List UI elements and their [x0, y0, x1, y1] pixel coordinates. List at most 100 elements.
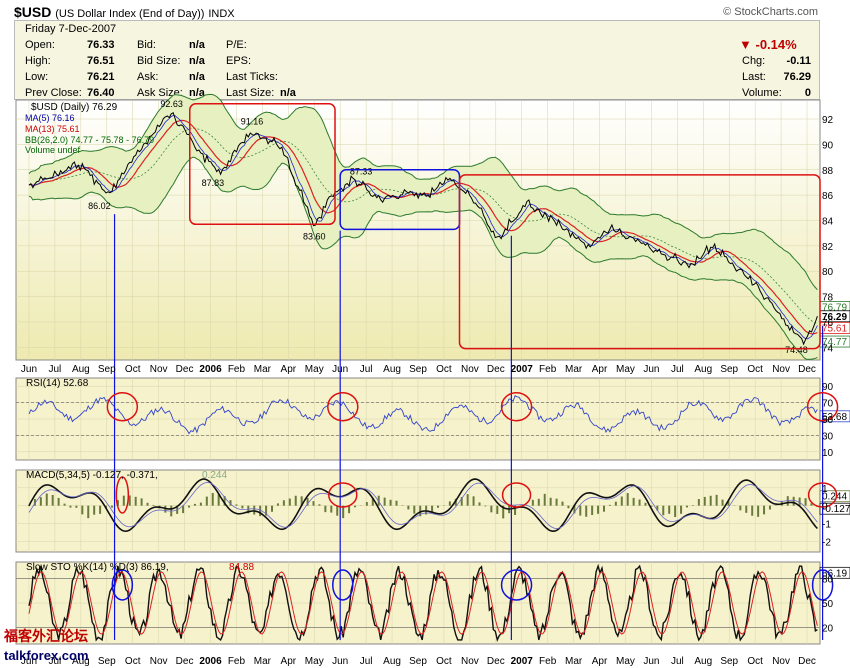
macd-hist-bar: [496, 505, 499, 514]
y-tick: 30: [822, 431, 834, 442]
chg-label: Chg:: [742, 55, 766, 67]
x-label: Dec: [487, 656, 505, 667]
x-label: Nov: [150, 364, 168, 375]
open-value: 76.33: [87, 39, 115, 51]
macd-hist-bar: [537, 498, 540, 506]
macd-hist-bar: [739, 505, 742, 511]
bb-upper-line: [28, 93, 818, 291]
volume-value: 0: [804, 87, 811, 99]
y-tick: 74: [822, 343, 834, 354]
x-label: Dec: [798, 656, 816, 667]
x-label: Jun: [21, 656, 37, 667]
y-tick: 90: [822, 140, 834, 151]
macd-hist-bar: [644, 502, 647, 506]
macd-hist-bar: [110, 505, 113, 508]
macd-hist-bar: [703, 496, 706, 506]
macd-hist-bar: [336, 505, 339, 516]
macd-marker-label: -0.127: [822, 504, 850, 515]
macd-hist-bar: [668, 505, 671, 514]
x-label: Dec: [487, 364, 505, 375]
macd-hist-bar: [354, 505, 357, 508]
x-label: Mar: [254, 656, 272, 667]
high-label: High:: [25, 55, 51, 67]
macd-hist-bar: [757, 505, 760, 517]
x-label: Mar: [565, 656, 583, 667]
x-label: Mar: [254, 364, 272, 375]
macd-hist-bar: [602, 505, 605, 512]
macd-hist-bar: [484, 505, 487, 507]
symbol: $USD: [14, 4, 52, 20]
price-line: [28, 111, 818, 346]
last-size-label: Last Size:: [226, 87, 275, 99]
x-label: Jun: [643, 656, 659, 667]
price-marker-label: 75.61: [822, 323, 847, 334]
price-annotation: 74.48: [785, 345, 808, 355]
rsi-marker-box: [819, 410, 850, 423]
macd-hist-bar: [39, 497, 42, 506]
macd-hist-bar: [140, 498, 143, 506]
bid-label: Bid:: [137, 39, 156, 51]
macd-hist-bar: [235, 504, 238, 506]
macd-hist-bar: [282, 500, 285, 506]
sto-marker-box: [819, 566, 850, 579]
macd-hist-bar: [99, 505, 102, 514]
price-annotation: 86.02: [88, 201, 111, 211]
x-label: Aug: [72, 656, 90, 667]
ask-value: n/a: [189, 71, 205, 83]
sto-circle: [332, 569, 354, 601]
price-marker-label: 74.77: [822, 337, 847, 348]
x-label: Oct: [747, 656, 763, 667]
rsi-line: [28, 395, 818, 435]
y-tick: 1: [822, 484, 828, 495]
x-label: Sep: [98, 364, 116, 375]
x-label: Jul: [671, 656, 684, 667]
x-label: 2007: [511, 656, 534, 667]
exchange: INDX: [208, 8, 235, 20]
macd-hist-bar: [193, 503, 196, 506]
macd-hist-bar: [211, 492, 214, 506]
macd-hist-bar: [395, 500, 398, 506]
macd-hist-bar: [745, 505, 748, 513]
macd-hist-bar: [567, 505, 570, 509]
macd-hist-bar: [413, 505, 416, 514]
macd-hist-bar: [294, 495, 297, 506]
bid-value: n/a: [189, 39, 205, 51]
macd-hist-bar: [490, 505, 493, 513]
macd-hist-bar: [638, 499, 641, 506]
macd-hist-bar: [721, 499, 724, 506]
macd-hist-bar: [419, 505, 422, 517]
price-marker-label: 76.79: [822, 302, 847, 313]
macd-hist-bar: [650, 505, 653, 507]
x-label: Mar: [565, 364, 583, 375]
x-label: Oct: [747, 364, 763, 375]
macd-hist-bar: [549, 497, 552, 506]
chart-title: $USD (US Dollar Index (End of Day)) INDX: [14, 4, 235, 20]
macd-hist-bar: [597, 505, 600, 514]
x-label: Feb: [539, 656, 557, 667]
price-annotation: 92.63: [160, 99, 183, 109]
x-label: Jun: [643, 364, 659, 375]
macd-hist-bar: [543, 493, 546, 506]
ask-label: Ask:: [137, 71, 159, 83]
macd-hist-bar: [454, 498, 457, 506]
x-label: Jul: [671, 364, 684, 375]
macd-hist-bar: [425, 505, 428, 515]
macd-hist-bar: [763, 505, 766, 515]
macd-hist-bar: [348, 505, 351, 514]
price-annotation: 87.83: [202, 178, 225, 188]
change-percent: ▼ -0.14%: [739, 37, 797, 52]
macd-hist-bar: [472, 496, 475, 506]
macd-hist-bar: [431, 505, 434, 513]
x-label: Oct: [436, 656, 452, 667]
macd-hist-bar: [798, 497, 801, 506]
y-tick: 88: [822, 166, 834, 177]
chg-value: -0.11: [786, 55, 811, 67]
x-label: Oct: [125, 364, 141, 375]
y-tick: -1: [822, 519, 831, 530]
macd-hist-bar: [330, 505, 333, 513]
eps-label: EPS:: [226, 55, 252, 67]
macd-hist-bar: [768, 505, 771, 510]
high-value: 76.51: [87, 55, 115, 67]
macd-hist-bar: [792, 496, 795, 506]
